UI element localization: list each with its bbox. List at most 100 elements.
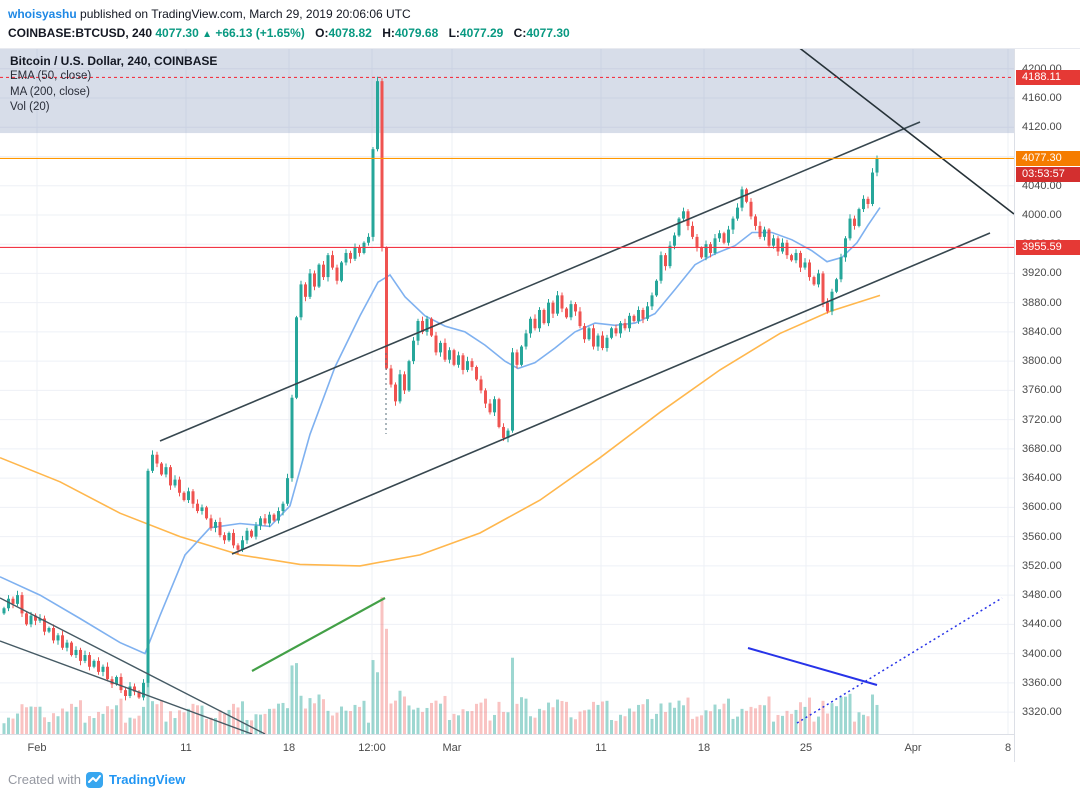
volume-bar	[628, 708, 631, 734]
volume-bar	[344, 710, 348, 734]
candle-body	[205, 507, 208, 519]
volume-bar	[439, 703, 442, 734]
candle-body	[425, 318, 429, 332]
candle-body	[452, 350, 456, 365]
volume-bar	[794, 709, 798, 734]
candle-body	[632, 315, 636, 321]
volume-bar	[538, 708, 541, 734]
price-badge: 4077.30	[1016, 150, 1080, 166]
volume-bar	[736, 716, 739, 734]
candle-body	[214, 521, 217, 528]
volume-bar	[97, 711, 100, 734]
author-link[interactable]: whoisyashu	[8, 7, 77, 21]
candle-body	[547, 302, 550, 324]
volume-bar	[596, 704, 600, 734]
candle-body	[560, 295, 564, 309]
volume-bar	[11, 718, 15, 734]
volume-bar	[412, 709, 415, 734]
time-axis[interactable]: Feb 11 18 12:00 Mar 11 18 25 Apr 8	[0, 734, 1014, 762]
candle-body	[448, 350, 451, 360]
volume-bar	[749, 706, 753, 734]
candle-body	[488, 403, 492, 413]
volume-bar	[781, 715, 784, 734]
price-axis-label: 3800.00	[1022, 355, 1062, 368]
volume-bar	[763, 705, 766, 734]
volume-bar	[857, 712, 861, 734]
volume-bar	[844, 696, 847, 734]
legend-volume[interactable]: Vol (20)	[10, 101, 50, 113]
volume-bar	[358, 706, 361, 734]
volume-bar	[25, 707, 28, 734]
candle-body	[160, 463, 163, 475]
tradingview-brand-link[interactable]: TradingView	[108, 772, 186, 787]
chart-area[interactable]: Bitcoin / U.S. Dollar, 240, COINBASE EMA…	[0, 48, 1080, 762]
candle-body	[308, 273, 312, 297]
volume-bar	[569, 717, 573, 734]
descending-trendline	[799, 49, 1015, 215]
candle-body	[475, 367, 478, 380]
volume-bar	[137, 715, 141, 734]
price-axis-label: 3560.00	[1022, 530, 1062, 543]
candle-body	[637, 309, 640, 321]
volume-bar	[106, 706, 109, 734]
price-axis-label: 3320.00	[1022, 706, 1062, 719]
candle-body	[785, 242, 789, 256]
candle-body	[826, 302, 829, 312]
volume-bar	[434, 700, 438, 734]
volume-bar	[443, 695, 447, 734]
price-axis-label: 3400.00	[1022, 647, 1062, 660]
volume-bar	[722, 703, 726, 734]
volume-bar	[862, 714, 865, 734]
volume-bar	[214, 718, 217, 734]
price-badge: 4188.11	[1016, 69, 1080, 85]
volume-bar	[772, 721, 775, 734]
volume-bar	[178, 710, 181, 734]
candle-body	[731, 218, 735, 230]
volume-bar	[398, 690, 402, 734]
volume-bar	[542, 710, 546, 734]
candle-body	[461, 355, 465, 370]
publish-info: whoisyashu published on TradingView.com,…	[8, 7, 1072, 22]
volume-bar	[169, 711, 172, 734]
volume-bar	[403, 696, 406, 734]
price-axis-label: 3640.00	[1022, 472, 1062, 485]
candle-body	[808, 262, 811, 278]
legend-symbol[interactable]: Bitcoin / U.S. Dollar, 240, COINBASE	[10, 54, 218, 68]
candle-body	[650, 295, 654, 307]
volume-bar	[371, 660, 375, 734]
candle-body	[43, 618, 46, 632]
volume-bar	[560, 700, 564, 734]
volume-bar	[677, 700, 681, 734]
candle-body	[871, 172, 874, 204]
candle-body	[268, 514, 271, 524]
volume-bar	[565, 701, 568, 734]
candle-body	[223, 535, 226, 541]
candle-body	[515, 352, 519, 365]
candle-body	[169, 467, 172, 486]
candle-body	[133, 686, 136, 692]
volume-bar	[65, 711, 69, 734]
volume-bar	[835, 706, 838, 734]
volume-bar	[853, 721, 856, 734]
legend-ema50[interactable]: EMA (50, close)	[10, 70, 92, 82]
volume-bar	[160, 700, 163, 734]
volume-bar	[290, 665, 294, 734]
candle-body	[421, 320, 424, 332]
price-axis-label: 3480.00	[1022, 589, 1062, 602]
volume-bar	[776, 714, 780, 734]
volume-bar	[362, 700, 366, 734]
volume-bar	[727, 698, 730, 734]
candle-body	[646, 306, 649, 319]
price-badge: 3955.59	[1016, 239, 1080, 255]
candle-body	[299, 284, 303, 318]
left-wedge-steep	[0, 597, 266, 735]
candle-body	[776, 238, 780, 252]
volume-bar	[74, 706, 78, 734]
volume-bar	[713, 704, 717, 734]
candle-body	[295, 317, 298, 398]
price-axis[interactable]: 4200.004160.004120.004080.004040.004000.…	[1014, 49, 1080, 762]
candle-body	[11, 598, 15, 604]
legend-ma200[interactable]: MA (200, close)	[10, 85, 90, 98]
volume-bar	[128, 717, 132, 734]
candle-body	[52, 627, 55, 641]
